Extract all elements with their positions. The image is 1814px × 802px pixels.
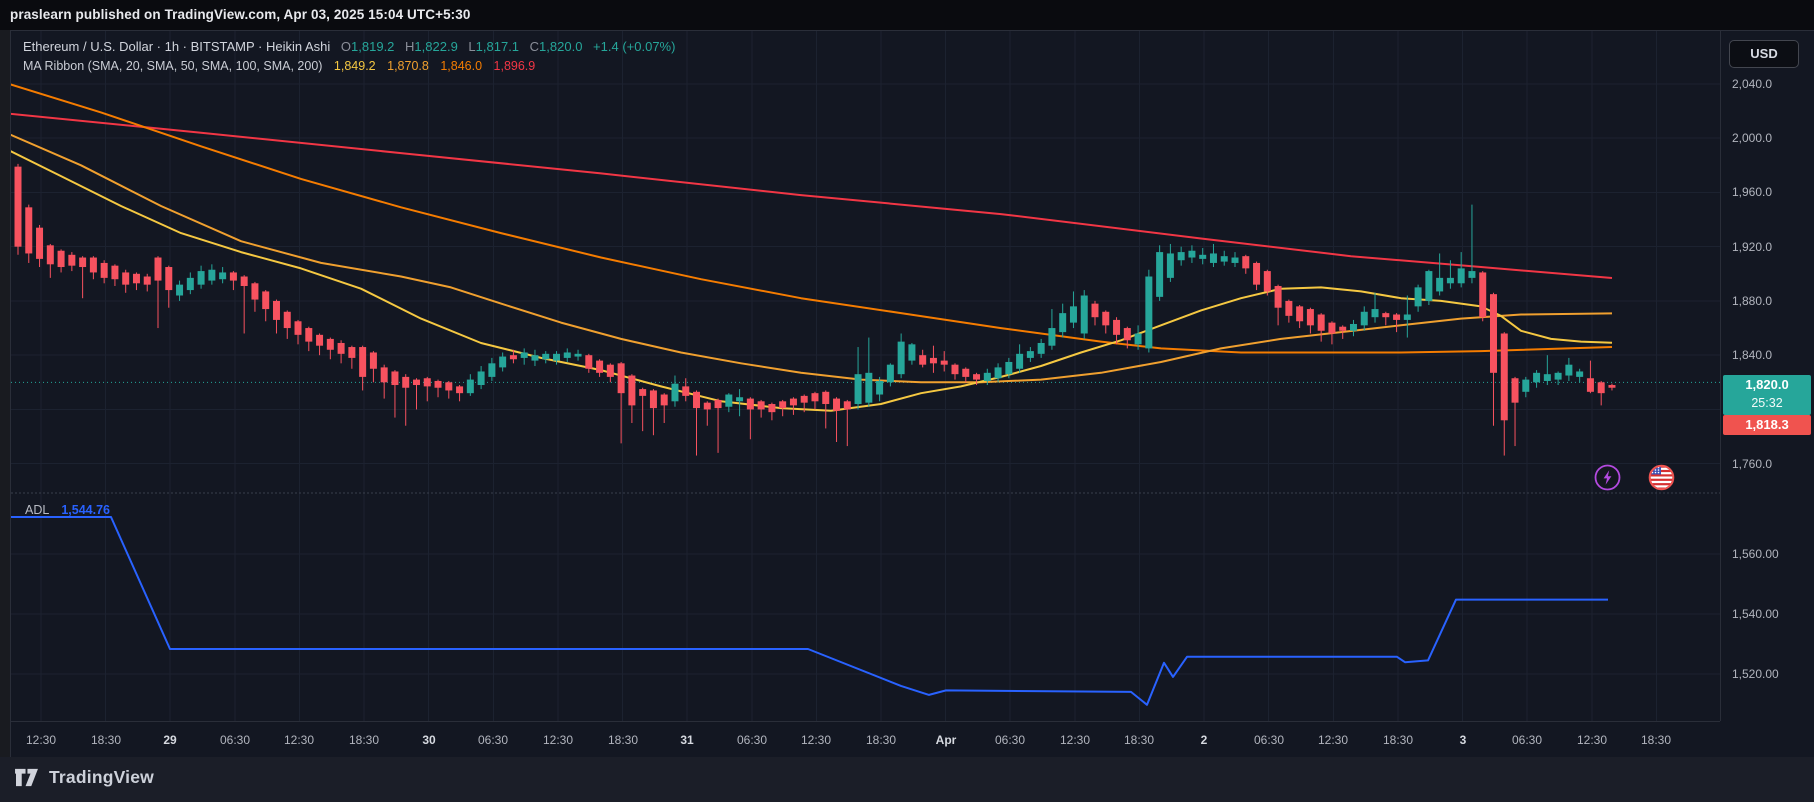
time-tick-label: 18:30 bbox=[1382, 733, 1414, 747]
instant-trading-icon[interactable] bbox=[1594, 464, 1621, 491]
ohlc-close-value: 1,820.0 bbox=[539, 39, 583, 54]
time-tick-label: 3 bbox=[1459, 733, 1467, 747]
secondary-price-badge: 1,818.3 bbox=[1723, 415, 1811, 435]
sma100-value: 1,846.0 bbox=[440, 59, 483, 73]
current-price-badge: 1,820.0 25:32 bbox=[1723, 375, 1811, 415]
time-tick-label: 12:30 bbox=[542, 733, 574, 747]
time-tick-label: 18:30 bbox=[1640, 733, 1672, 747]
time-tick-label: 12:30 bbox=[283, 733, 315, 747]
time-tick-label: 06:30 bbox=[1253, 733, 1285, 747]
adl-indicator-name: ADL bbox=[25, 503, 49, 517]
ohlc-open-value: 1,819.2 bbox=[351, 39, 395, 54]
brand-name: TradingView bbox=[49, 767, 154, 787]
ohlc-low-label: L bbox=[468, 39, 476, 54]
time-tick-label: 18:30 bbox=[865, 733, 897, 747]
symbol-title: Ethereum / U.S. Dollar · 1h · BITSTAMP ·… bbox=[23, 39, 331, 54]
chart-area[interactable]: Ethereum / U.S. Dollar · 1h · BITSTAMP ·… bbox=[10, 30, 1814, 758]
currency-toggle-button[interactable]: USD bbox=[1729, 40, 1799, 68]
brand-bar: TradingView bbox=[0, 757, 1814, 802]
ohlc-open-label: O bbox=[340, 39, 352, 54]
time-tick-label: 12:30 bbox=[1576, 733, 1608, 747]
time-tick-label: 12:30 bbox=[1317, 733, 1349, 747]
sma20-value: 1,849.2 bbox=[333, 59, 376, 73]
time-tick-label: 06:30 bbox=[736, 733, 768, 747]
ohlc-close-label: C bbox=[529, 39, 540, 54]
time-tick-label: 06:30 bbox=[1511, 733, 1543, 747]
indicator-title: MA Ribbon (SMA, 20, SMA, 50, SMA, 100, S… bbox=[23, 59, 323, 73]
sma200-value: 1,896.9 bbox=[493, 59, 536, 73]
publish-info-bar: praslearn published on TradingView.com, … bbox=[0, 0, 1814, 30]
time-tick-label: 12:30 bbox=[1059, 733, 1091, 747]
time-tick-label: 18:30 bbox=[90, 733, 122, 747]
publish-info-text: praslearn published on TradingView.com, … bbox=[10, 7, 471, 22]
time-tick-label: Apr bbox=[935, 733, 957, 747]
bar-countdown: 25:32 bbox=[1751, 396, 1783, 410]
price-tick-label: 1,760.0 bbox=[1732, 457, 1773, 471]
time-scale[interactable]: 12:30 18:30 29 06:30 12:30 18:30 30 06:30 12:30 1… bbox=[11, 721, 1720, 758]
time-tick-label: 12:30 bbox=[25, 733, 57, 747]
us-market-flag-icon[interactable] bbox=[1648, 464, 1675, 491]
legend-indicator-row[interactable]: MA Ribbon (SMA, 20, SMA, 50, SMA, 100, S… bbox=[23, 59, 535, 73]
price-tick-label: 1,960.0 bbox=[1732, 185, 1773, 199]
adl-indicator-value: 1,544.76 bbox=[61, 503, 111, 517]
ohlc-high-value: 1,822.9 bbox=[414, 39, 458, 54]
time-tick-label: 12:30 bbox=[800, 733, 832, 747]
ohlc-high-label: H bbox=[405, 39, 415, 54]
adl-tick-label: 1,540.00 bbox=[1732, 607, 1779, 621]
price-scale[interactable]: USD 1,820.0 25:32 1,818.3 2,040.0 2,000.0… bbox=[1720, 31, 1814, 721]
candles-layer bbox=[14, 163, 1616, 456]
legend-symbol-row[interactable]: Ethereum / U.S. Dollar · 1h · BITSTAMP ·… bbox=[23, 39, 675, 54]
current-price-value: 1,820.0 bbox=[1745, 377, 1789, 392]
time-tick-label: 18:30 bbox=[607, 733, 639, 747]
price-tick-label: 1,920.0 bbox=[1732, 240, 1773, 254]
price-tick-label: 1,880.0 bbox=[1732, 294, 1773, 308]
ohlc-low-value: 1,817.1 bbox=[475, 39, 520, 54]
time-tick-label: 18:30 bbox=[348, 733, 380, 747]
tradingview-logo[interactable]: TradingView bbox=[13, 767, 154, 788]
time-tick-label: 06:30 bbox=[477, 733, 509, 747]
adl-tick-label: 1,520.00 bbox=[1732, 667, 1779, 681]
time-tick-label: 31 bbox=[680, 733, 694, 747]
time-tick-label: 2 bbox=[1200, 733, 1208, 747]
price-change-text: +1.4 (+0.07%) bbox=[593, 39, 676, 54]
time-tick-label: 06:30 bbox=[219, 733, 251, 747]
tradingview-logo-icon bbox=[15, 768, 38, 787]
adl-tick-label: 1,560.00 bbox=[1732, 547, 1779, 561]
sma50-value: 1,870.8 bbox=[387, 59, 429, 73]
time-tick-label: 06:30 bbox=[994, 733, 1026, 747]
chart-canvas[interactable] bbox=[11, 31, 1814, 758]
price-tick-label: 2,040.0 bbox=[1732, 77, 1773, 91]
price-tick-label: 1,840.0 bbox=[1732, 348, 1773, 362]
time-tick-label: 18:30 bbox=[1123, 733, 1155, 747]
adl-indicator-row[interactable]: ADL 1,544.76 bbox=[25, 503, 110, 517]
price-tick-label: 2,000.0 bbox=[1732, 131, 1773, 145]
time-tick-label: 30 bbox=[422, 733, 436, 747]
time-tick-label: 29 bbox=[163, 733, 177, 747]
